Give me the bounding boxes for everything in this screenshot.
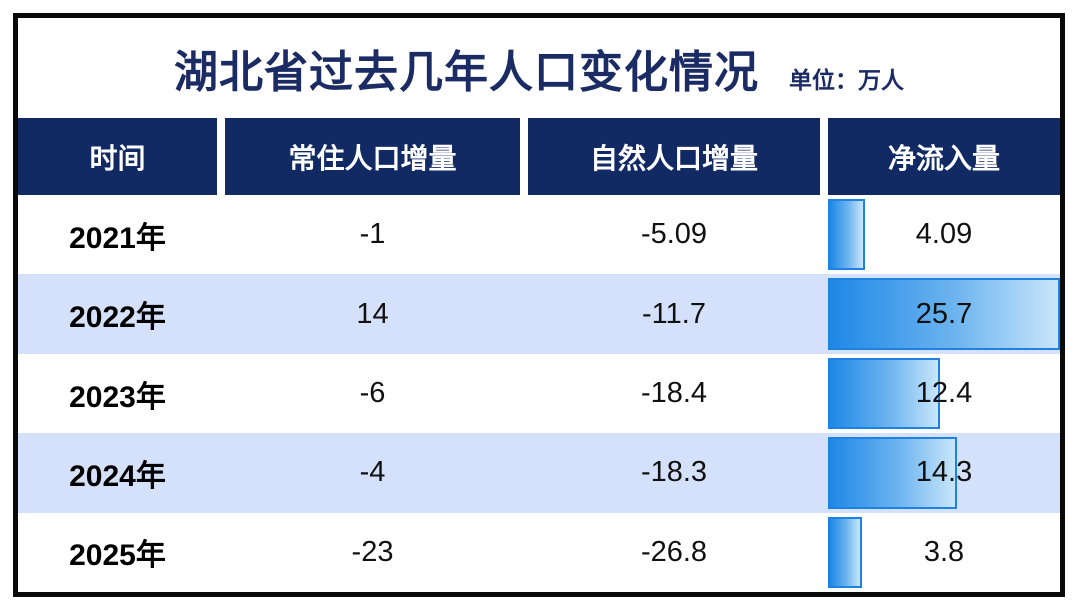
net-inflow-bar <box>828 437 958 509</box>
net-inflow-value: 14.3 <box>915 456 973 489</box>
table-row: 2022年 14 -11.7 25.7 <box>18 274 1060 354</box>
net-inflow-value: 3.8 <box>923 535 965 568</box>
net-inflow-bar <box>828 278 1060 350</box>
net-inflow-cell: 12.4 <box>828 354 1060 433</box>
resident-increment-cell: -6 <box>359 377 386 410</box>
year-cell: 2025年 <box>69 539 166 573</box>
infographic-frame: 湖北省过去几年人口变化情况 单位：万人 时间 常住人口增量 自然人口增量 净流入… <box>13 13 1065 597</box>
natural-increment-cell: -18.3 <box>640 456 708 489</box>
table-row: 2023年 -6 -18.4 12.4 <box>18 353 1060 434</box>
net-inflow-bar <box>828 516 863 589</box>
unit-label: 单位：万人 <box>789 67 904 93</box>
column-header-natural-increment: 自然人口增量 <box>528 118 820 195</box>
natural-increment-cell: -5.09 <box>640 218 708 251</box>
net-inflow-bar <box>828 357 940 430</box>
net-inflow-cell: 4.09 <box>828 195 1060 274</box>
net-inflow-cell: 3.8 <box>828 513 1060 592</box>
table-body: 2021年 -1 -5.09 4.09 2022年 14 -11.7 25.7 … <box>18 195 1060 593</box>
year-cell: 2021年 <box>69 221 166 255</box>
net-inflow-value: 12.4 <box>915 377 973 410</box>
net-inflow-cell: 14.3 <box>828 433 1060 512</box>
table-row: 2021年 -1 -5.09 4.09 <box>18 195 1060 275</box>
table-row: 2024年 -4 -18.3 14.3 <box>18 433 1060 513</box>
resident-increment-cell: -23 <box>351 535 394 568</box>
natural-increment-cell: -18.4 <box>640 377 708 410</box>
year-cell: 2024年 <box>69 459 166 493</box>
resident-increment-cell: -4 <box>359 456 386 489</box>
column-header-time: 时间 <box>18 118 217 195</box>
net-inflow-value: 4.09 <box>915 218 973 251</box>
resident-increment-cell: -1 <box>359 218 386 251</box>
net-inflow-bar <box>828 199 865 271</box>
title-area: 湖北省过去几年人口变化情况 单位：万人 <box>18 18 1060 118</box>
natural-increment-cell: -11.7 <box>642 297 706 330</box>
table-row: 2025年 -23 -26.8 3.8 <box>18 512 1060 593</box>
net-inflow-value: 25.7 <box>915 297 973 330</box>
year-cell: 2023年 <box>69 380 166 414</box>
resident-increment-cell: 14 <box>356 297 389 330</box>
table-header-row: 时间 常住人口增量 自然人口增量 净流入量 <box>18 118 1060 195</box>
column-header-net-inflow: 净流入量 <box>828 118 1060 195</box>
net-inflow-cell: 25.7 <box>828 274 1060 353</box>
page-title: 湖北省过去几年人口变化情况 <box>174 48 759 97</box>
natural-increment-cell: -26.8 <box>640 535 708 568</box>
column-header-resident-increment: 常住人口增量 <box>225 118 520 195</box>
year-cell: 2022年 <box>69 301 166 335</box>
